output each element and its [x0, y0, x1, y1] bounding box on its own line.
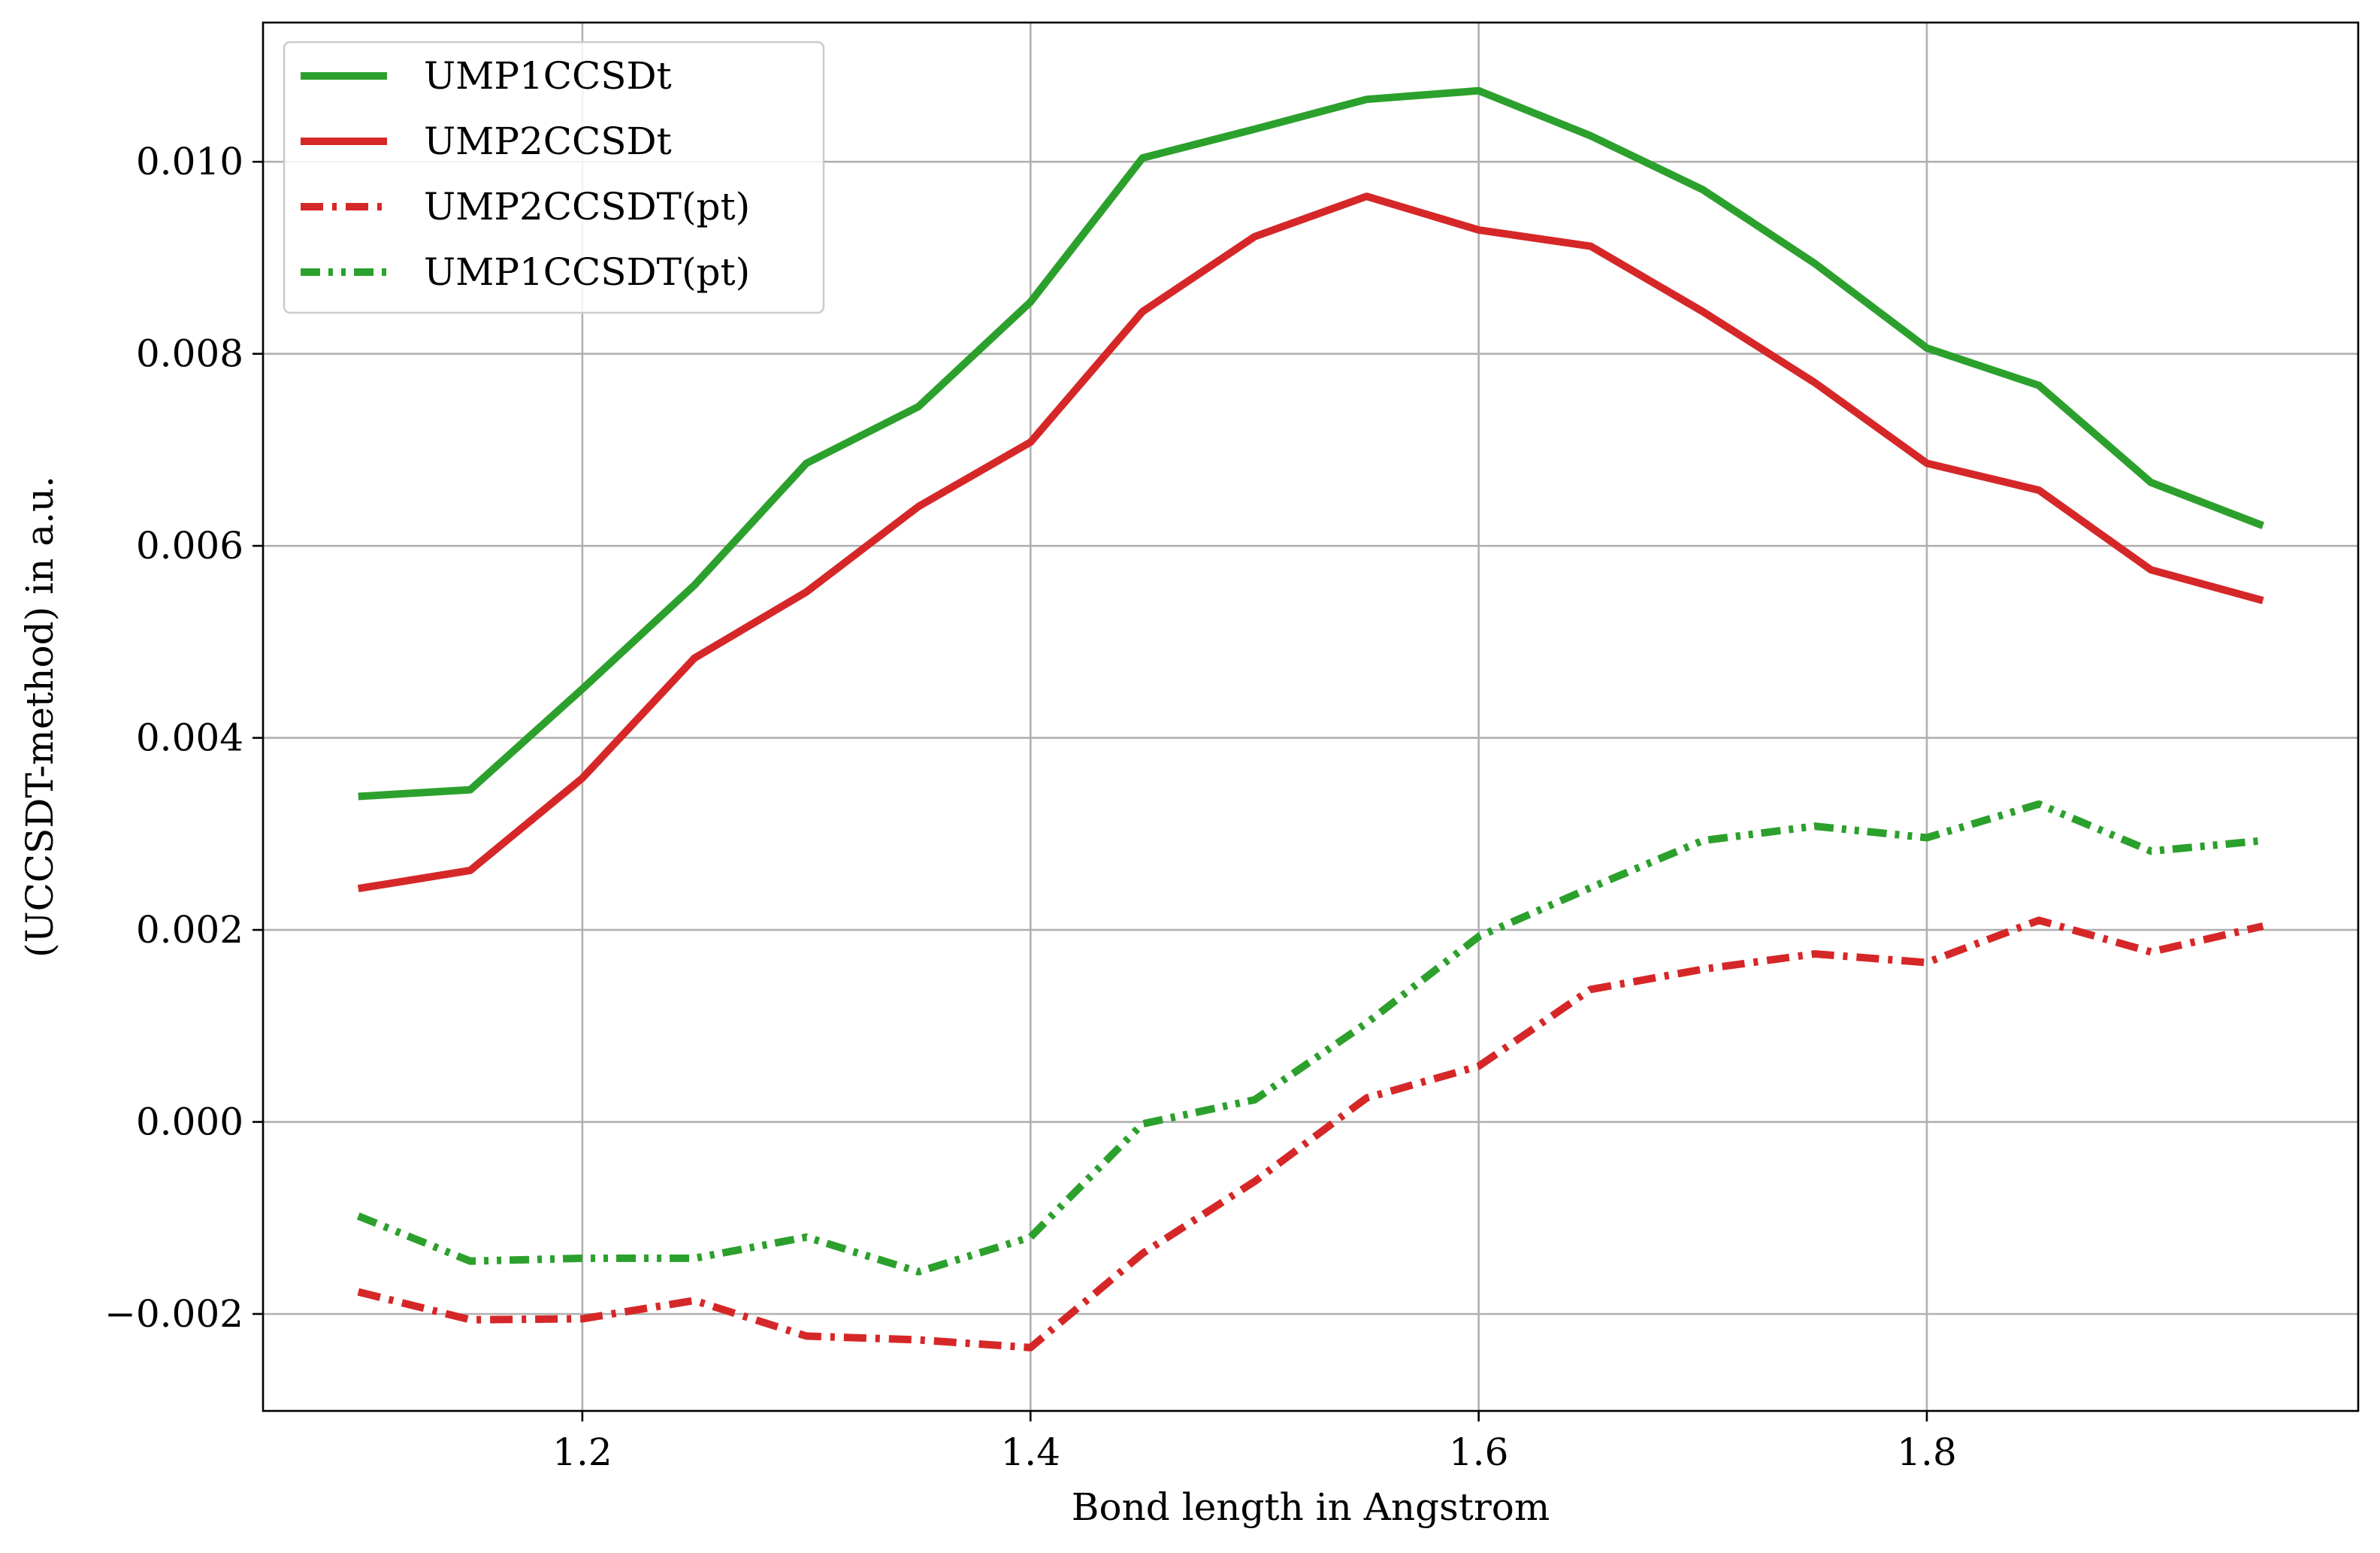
- y-tick-label: 0.002: [136, 908, 243, 952]
- legend-label: UMP1CCSDt: [424, 54, 672, 98]
- legend-label: UMP2CCSDT(pt): [424, 185, 750, 229]
- x-tick-label: 1.8: [1897, 1430, 1957, 1474]
- x-axis-label: Bond length in Angstrom: [1072, 1485, 1550, 1529]
- legend-box: [283, 41, 825, 314]
- axis-tick-labels: 1.2 1.4 1.6 1.8 −0.002 0.000 0.002 0.004 0.006 0.…: [104, 140, 1957, 1474]
- grid-lines: [263, 23, 2358, 1411]
- x-tick-label: 1.4: [1001, 1430, 1061, 1474]
- x-tick-label: 1.6: [1449, 1430, 1509, 1474]
- legend-label: UMP1CCSDT(pt): [424, 250, 750, 294]
- series-line-ump1ccsdt-pt: [356, 800, 2264, 1276]
- y-tick-label: 0.000: [136, 1100, 243, 1144]
- y-tick-label: 0.004: [136, 716, 243, 760]
- series-line-ump2ccsdt: [357, 192, 2264, 893]
- series-line-ump2ccsdt-pt: [357, 916, 2264, 1352]
- plot-frame: [262, 21, 2360, 1412]
- y-axis-label: (UCCSDT-method) in a.u.: [18, 476, 62, 958]
- axis-ticks: [253, 160, 1928, 1421]
- y-tick-label: −0.002: [104, 1292, 243, 1336]
- legend: UMP1CCSDt UMP2CCSDt UMP2CCSDT(pt) UMP1CCSDT…: [283, 41, 825, 314]
- legend-label: UMP2CCSDt: [424, 120, 672, 163]
- series-line-ump1ccsdt: [358, 86, 2265, 801]
- series-layer: [356, 86, 2265, 1352]
- y-tick-label: 0.008: [136, 332, 243, 376]
- y-tick-label: 0.006: [136, 524, 243, 568]
- x-tick-label: 1.2: [552, 1430, 612, 1474]
- y-tick-label: 0.010: [136, 140, 243, 183]
